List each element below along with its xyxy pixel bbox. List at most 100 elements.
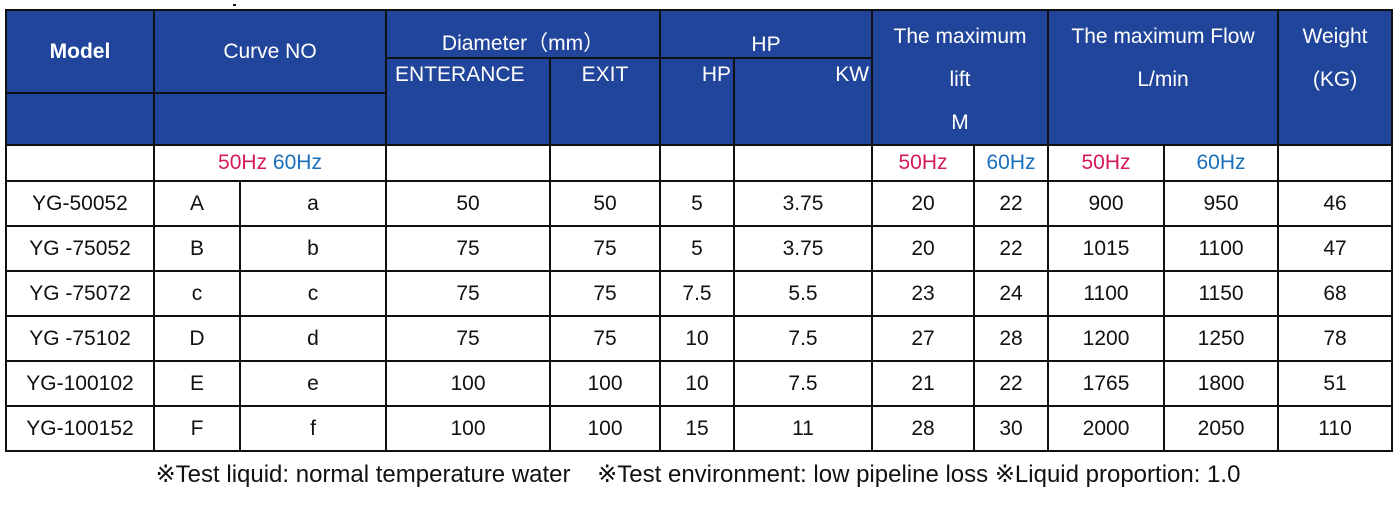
max-lift-line3: M	[951, 111, 969, 134]
freq-entrance-blank	[385, 144, 552, 182]
max-lift-line1: The maximum	[893, 25, 1027, 48]
header-row-2: ENTERANCE EXIT HP KW	[6, 57, 1392, 146]
kw-cell: 7.5	[733, 315, 874, 362]
model-cell: YG-50052	[5, 180, 155, 227]
exit-cell: 100	[549, 405, 662, 452]
curve-60hz-cell: a	[238, 180, 388, 227]
stray-mark	[233, 4, 236, 6]
curve-60hz-cell: e	[238, 360, 388, 407]
hp-cell: 7.5	[659, 270, 736, 317]
entrance-header: ENTERANCE	[385, 57, 552, 146]
flow-60hz-cell: 1250	[1163, 315, 1280, 362]
exit-cell: 75	[549, 225, 662, 272]
max-flow-header: The maximum Flow L/min	[1047, 9, 1280, 146]
hp-cell: 5	[659, 180, 736, 227]
lift-60hz-cell: 22	[973, 180, 1050, 227]
lift-50hz-cell: 27	[871, 315, 976, 362]
frequency-row: 50Hz 60Hz 50Hz 60Hz 50Hz 60Hz	[5, 144, 1394, 182]
weight-header: Weight (KG)	[1277, 9, 1394, 146]
curve-60hz-cell: b	[238, 225, 388, 272]
hp-cell: 5	[659, 225, 736, 272]
weight-line2: (KG)	[1312, 68, 1358, 91]
flow-60hz-label: 60Hz	[1163, 144, 1280, 182]
test-conditions-footnote: ※Test liquid: normal temperature water ※…	[155, 461, 1241, 488]
lift-60hz-cell: 22	[973, 225, 1050, 272]
weight-cell: 46	[1277, 180, 1394, 227]
kw-cell: 11	[733, 405, 874, 452]
header-row-1: Model Curve NO Diameter（mm） HP The maxim…	[5, 9, 1394, 146]
hp-header: HP	[659, 57, 736, 146]
flow-50hz-label: 50Hz	[1047, 144, 1166, 182]
max-lift-line2: lift	[949, 68, 971, 91]
max-flow-line1: The maximum Flow	[1071, 25, 1255, 48]
freq-weight-blank	[1277, 144, 1394, 182]
curve-50hz-cell: B	[153, 225, 241, 272]
max-flow-line2: L/min	[1137, 68, 1189, 91]
flow-50hz-cell: 1015	[1047, 225, 1166, 272]
weight-cell: 78	[1277, 315, 1394, 362]
table-row: YG -75052 B b 75 75 5 3.75 20 22 1015 11…	[5, 225, 1394, 272]
lift-60hz-cell: 22	[973, 360, 1050, 407]
lift-50hz-cell: 20	[871, 180, 976, 227]
weight-cell: 110	[1277, 405, 1394, 452]
model-cell: YG -75102	[5, 315, 155, 362]
exit-cell: 75	[549, 270, 662, 317]
kw-cell: 3.75	[733, 225, 874, 272]
table-row: YG-50052 A a 50 50 5 3.75 20 22 900 950 …	[5, 180, 1394, 227]
curve-50hz-cell: F	[153, 405, 241, 452]
model-header: Model	[5, 9, 155, 94]
curve-60hz-cell: d	[238, 315, 388, 362]
flow-50hz-cell: 1200	[1047, 315, 1166, 362]
flow-60hz-cell: 950	[1163, 180, 1280, 227]
curve-60hz-cell: f	[238, 405, 388, 452]
max-lift-header: The maximum lift M	[871, 9, 1050, 146]
lift-50hz-cell: 21	[871, 360, 976, 407]
curve-60hz-cell: c	[238, 270, 388, 317]
exit-cell: 75	[549, 315, 662, 362]
table-row: YG-100102 E e 100 100 10 7.5 21 22 1765 …	[5, 360, 1394, 407]
kw-cell: 7.5	[733, 360, 874, 407]
flow-50hz-cell: 900	[1047, 180, 1166, 227]
entrance-cell: 100	[385, 360, 552, 407]
lift-50hz-cell: 23	[871, 270, 976, 317]
pump-spec-table: Model Curve NO Diameter（mm） HP The maxim…	[5, 9, 1394, 452]
hp-cell: 10	[659, 360, 736, 407]
lift-60hz-cell: 28	[973, 315, 1050, 362]
kw-cell: 5.5	[733, 270, 874, 317]
weight-cell: 51	[1277, 360, 1394, 407]
curve-50hz-cell: D	[153, 315, 241, 362]
hp-cell: 10	[659, 315, 736, 362]
entrance-cell: 75	[385, 225, 552, 272]
flow-60hz-cell: 1800	[1163, 360, 1280, 407]
exit-cell: 100	[549, 360, 662, 407]
freq-model-blank	[5, 144, 155, 182]
curve-50hz-cell: E	[153, 360, 241, 407]
lift-60hz-label: 60Hz	[973, 144, 1050, 182]
flow-60hz-cell: 1150	[1163, 270, 1280, 317]
exit-cell: 50	[549, 180, 662, 227]
curve-header-fill	[152, 92, 388, 146]
flow-50hz-cell: 1765	[1047, 360, 1166, 407]
weight-cell: 47	[1277, 225, 1394, 272]
curve-frequency-labels: 50Hz 60Hz	[152, 144, 388, 182]
exit-header: EXIT	[549, 57, 662, 146]
diameter-header: Diameter（mm）	[385, 9, 662, 59]
flow-60hz-cell: 2050	[1163, 405, 1280, 452]
entrance-cell: 100	[385, 405, 552, 452]
curve-50hz-label: 50Hz	[218, 151, 268, 174]
header-row-3	[5, 92, 1392, 146]
flow-50hz-cell: 2000	[1047, 405, 1166, 452]
lift-60hz-cell: 24	[973, 270, 1050, 317]
lift-50hz-label: 50Hz	[871, 144, 976, 182]
hp-group-header: HP	[659, 9, 874, 59]
curve-60hz-label: 60Hz	[272, 151, 322, 174]
curve-50hz-cell: A	[153, 180, 241, 227]
freq-exit-blank	[549, 144, 662, 182]
table-row: YG -75072 c c 75 75 7.5 5.5 23 24 1100 1…	[5, 270, 1394, 317]
lift-50hz-cell: 28	[871, 405, 976, 452]
weight-cell: 68	[1277, 270, 1394, 317]
model-cell: YG-100152	[5, 405, 155, 452]
model-cell: YG -75072	[5, 270, 155, 317]
kw-header: KW	[733, 57, 874, 146]
